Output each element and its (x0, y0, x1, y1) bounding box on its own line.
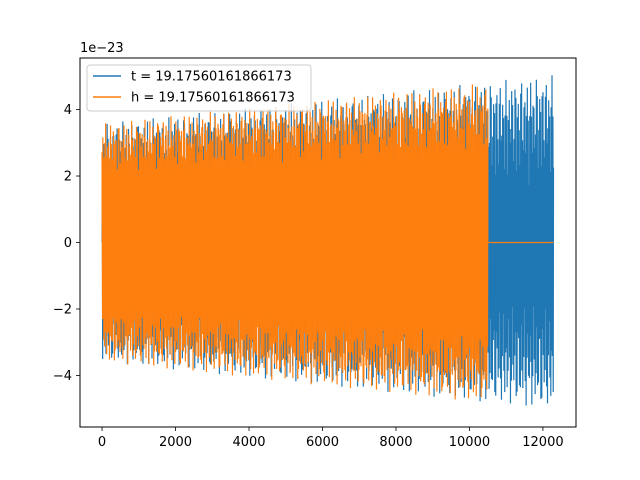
y-scale-label: 1e−23 (80, 41, 124, 56)
x-tick-label: 8000 (379, 435, 412, 450)
x-tick-label: 2000 (159, 435, 192, 450)
y-axis: −4 −2 0 2 4 (53, 103, 80, 384)
x-tick-label: 0 (98, 435, 106, 450)
legend: t = 19.17560161866173 h = 19.17560161866… (86, 64, 312, 112)
series-line-h (101, 84, 554, 400)
y-tick-label: 4 (64, 103, 72, 118)
x-axis: 0 2000 4000 6000 8000 10000 12000 (98, 427, 564, 450)
y-tick-label: −4 (53, 369, 72, 384)
series-layer (101, 75, 555, 406)
y-tick-label: −2 (53, 302, 72, 317)
legend-box (86, 64, 312, 112)
y-tick-label: 0 (64, 236, 72, 251)
legend-label-t: t = 19.17560161866173 (131, 70, 292, 85)
x-tick-label: 12000 (522, 435, 563, 450)
plot-area (101, 75, 555, 406)
y-tick-label: 2 (64, 170, 72, 185)
x-tick-label: 10000 (449, 435, 490, 450)
x-tick-label: 6000 (306, 435, 339, 450)
legend-label-h: h = 19.17560161866173 (131, 91, 295, 106)
x-tick-label: 4000 (232, 435, 265, 450)
